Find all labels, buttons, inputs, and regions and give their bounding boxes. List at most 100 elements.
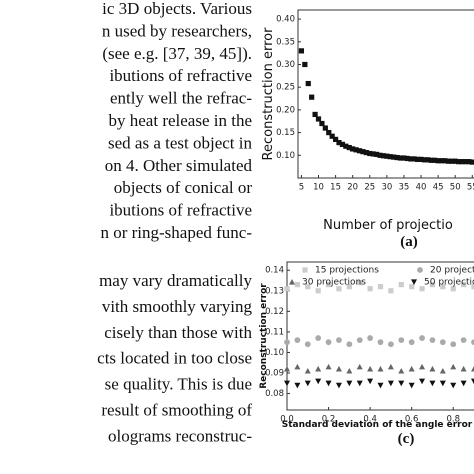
- caption: (a): [400, 234, 418, 250]
- x-tick-label: 40: [416, 183, 427, 193]
- point: [309, 94, 315, 100]
- point: [438, 158, 445, 164]
- text-line: cts located in too close: [97, 349, 252, 368]
- point: [388, 288, 394, 294]
- x-tick-label: 0.6: [405, 415, 419, 425]
- point: [329, 133, 335, 139]
- point: [294, 363, 301, 370]
- point: [421, 157, 428, 163]
- point: [450, 341, 457, 348]
- point: [284, 339, 290, 346]
- x-tick-label: 55: [467, 183, 474, 193]
- point: [298, 48, 305, 54]
- point: [384, 153, 390, 159]
- point: [315, 335, 322, 341]
- point: [461, 282, 467, 288]
- text-line: result of smoothing of: [101, 401, 252, 420]
- y-axis-label: Reconstruction error: [261, 27, 276, 161]
- point: [460, 365, 467, 372]
- point: [429, 380, 436, 387]
- text-line: on 4. Other simulated: [105, 156, 253, 175]
- legend-label: 30 projections: [302, 278, 366, 288]
- point: [471, 378, 474, 385]
- point: [335, 382, 342, 389]
- point: [419, 363, 426, 370]
- point: [305, 80, 311, 87]
- x-tick-label: 25: [364, 183, 375, 193]
- point: [387, 363, 394, 370]
- point: [387, 341, 394, 348]
- point: [339, 141, 346, 147]
- point: [336, 286, 342, 292]
- point: [471, 339, 474, 346]
- point: [356, 380, 363, 387]
- point: [397, 155, 404, 161]
- caption: (c): [398, 431, 415, 447]
- point: [442, 158, 448, 164]
- x-axis-label: Standard deviation of the angle error: [282, 420, 473, 430]
- x-tick-label: 10: [313, 183, 324, 193]
- point: [350, 146, 356, 152]
- y-tick-label: 0.13: [265, 286, 284, 296]
- point: [380, 153, 387, 159]
- y-tick-label: 0.10: [276, 151, 295, 161]
- point: [315, 288, 321, 294]
- point: [471, 284, 474, 290]
- point: [304, 341, 311, 348]
- x-tick-label: 0.8: [446, 415, 460, 425]
- x-tick-label: 0.4: [363, 415, 377, 425]
- point: [322, 125, 328, 131]
- x-tick-label: 20: [347, 183, 358, 193]
- point: [415, 156, 421, 162]
- text-line: (see e.g. [37, 39, 45]).: [102, 44, 252, 63]
- point: [315, 116, 322, 122]
- point: [357, 279, 363, 286]
- point: [419, 286, 425, 292]
- point: [367, 378, 374, 385]
- point: [428, 157, 434, 163]
- point: [326, 129, 332, 136]
- point: [450, 363, 457, 370]
- point: [302, 61, 308, 68]
- y-tick-label: 0.09: [265, 369, 284, 379]
- point: [452, 158, 458, 164]
- x-tick-label: 35: [399, 183, 410, 193]
- point: [419, 378, 426, 385]
- point: [305, 284, 311, 290]
- point: [325, 282, 332, 288]
- point: [284, 380, 290, 387]
- point: [450, 382, 457, 389]
- text-line: ic 3D objects. Various: [102, 0, 252, 18]
- point: [363, 149, 369, 156]
- text-line: objects of conical or: [114, 178, 253, 197]
- text-line: by heat release in the: [109, 111, 253, 130]
- point: [394, 154, 400, 161]
- point: [377, 382, 384, 389]
- text-line: n used by researchers,: [102, 21, 252, 40]
- point: [284, 286, 290, 292]
- point: [429, 282, 436, 288]
- point: [346, 367, 353, 374]
- point: [284, 365, 290, 372]
- point: [343, 143, 349, 149]
- point: [356, 337, 363, 344]
- point: [387, 154, 393, 160]
- text-line: ibutions of refractive: [109, 201, 252, 220]
- x-tick-label: 5: [299, 183, 304, 193]
- y-tick-label: 0.40: [276, 15, 295, 25]
- point: [367, 365, 374, 372]
- point: [336, 337, 342, 344]
- point: [418, 156, 424, 162]
- point: [325, 339, 332, 346]
- text-line: n or ring-shaped func-: [100, 223, 252, 242]
- point: [440, 284, 446, 290]
- y-tick-label: 0.35: [276, 37, 295, 47]
- point: [315, 365, 322, 372]
- text-line: se quality. This is due: [105, 375, 252, 394]
- point: [332, 136, 339, 143]
- y-tick-label: 0.11: [265, 327, 284, 337]
- point: [435, 158, 441, 164]
- legend-label: 20 projections: [430, 266, 474, 276]
- point: [450, 286, 456, 292]
- point: [319, 120, 325, 127]
